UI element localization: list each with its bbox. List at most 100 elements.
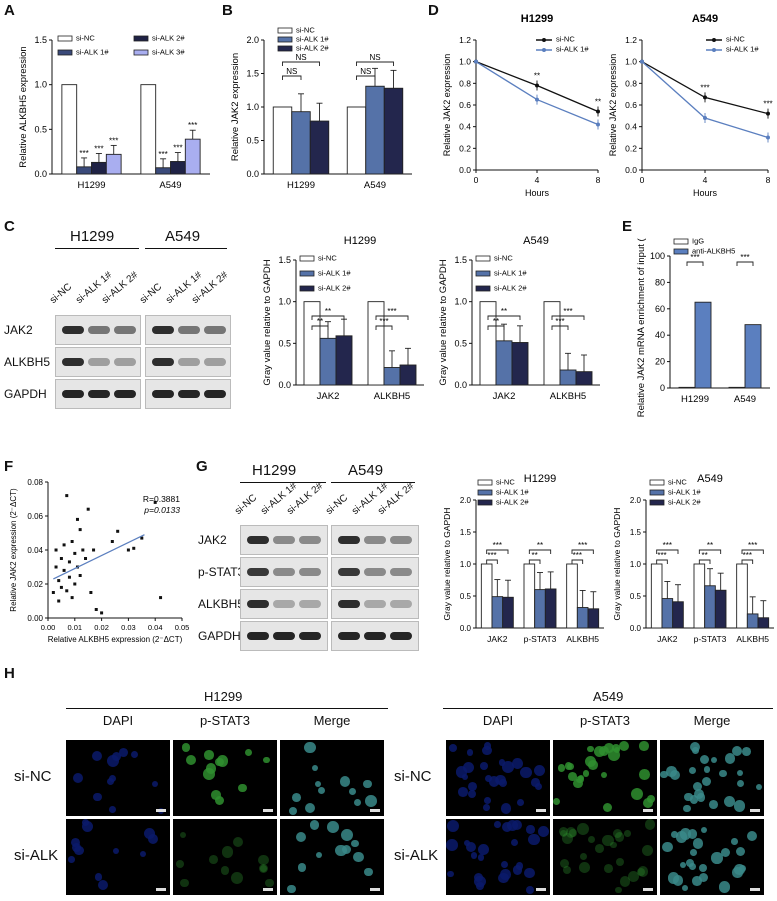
cell-nucleus: [512, 758, 523, 769]
x-tick-label: 0.02: [94, 623, 109, 632]
cell-nucleus: [702, 776, 712, 786]
if-channel-label: p-STAT3: [199, 713, 251, 728]
x-tick-label: A549: [159, 180, 181, 191]
cell-nucleus: [185, 754, 196, 765]
legend-label: si-ALK 2#: [296, 44, 329, 53]
significance-label: NS: [360, 67, 371, 76]
chart-f-correlation-scatter: 0.00 0.02 0.04 0.06 0.08 0.00 0.01 0.02 0.03 0.04…: [9, 478, 189, 644]
significance-label: ***: [700, 83, 709, 92]
significance-label: ***: [493, 541, 502, 550]
panel-letter-d: D: [428, 2, 439, 19]
y-tick-label: 1.0: [460, 560, 472, 569]
y-tick-label: 1.5: [278, 255, 291, 265]
significance-bracket: [375, 325, 393, 330]
bar: [704, 585, 716, 629]
significance-star: ***: [188, 121, 197, 130]
blot-band: [62, 326, 84, 334]
panel-h-rule-h1299: [66, 708, 388, 709]
cell-nucleus: [315, 780, 322, 787]
bar: [661, 598, 674, 629]
y-tick-label: 20: [655, 357, 665, 367]
bar: [495, 340, 513, 386]
scatter-point: [94, 608, 98, 611]
cell-nucleus: [700, 827, 708, 834]
bar: [543, 301, 561, 386]
significance-star: ***: [94, 144, 103, 153]
blot-band: [299, 568, 321, 576]
blot-band: [247, 632, 269, 640]
cell-nucleus: [447, 870, 455, 878]
cell-nucleus: [689, 741, 701, 753]
cell-nucleus: [202, 768, 215, 780]
bar: [672, 601, 684, 629]
blot-g-h1299-rule: [240, 482, 326, 483]
blot-band: [152, 358, 174, 366]
significance-label: NS: [369, 53, 380, 62]
bar: [534, 589, 546, 629]
scale-bar: [263, 809, 273, 812]
blot-band: [247, 600, 269, 608]
y-tick-label: 0.5: [34, 124, 47, 134]
cell-nucleus: [73, 772, 84, 783]
y-tick-label: 0.5: [454, 338, 467, 348]
bar: [576, 607, 589, 629]
cell-nucleus: [600, 772, 607, 779]
bar: [291, 111, 311, 175]
cell-nucleus: [587, 745, 594, 753]
legend-label: si-ALK 2#: [318, 284, 351, 293]
legend-swatch: [475, 270, 491, 277]
legend-label: si-NC: [494, 254, 513, 263]
cell-nucleus: [619, 740, 630, 751]
significance-label: ***: [387, 307, 396, 316]
cell-nucleus: [666, 766, 677, 777]
y-tick-label: 0.5: [460, 592, 472, 601]
blot-band: [114, 326, 136, 334]
cell-nucleus: [462, 762, 474, 774]
bar: [714, 589, 727, 629]
panel-h-rule-a549: [443, 708, 773, 709]
chart-a-alkbh5-expression: 0.0 0.5 1.0 1.5 Relative ALKBH5 expression **…: [18, 34, 210, 191]
y-tick-label: 1.0: [454, 297, 467, 307]
legend-swatch: [57, 49, 73, 56]
bar: [399, 364, 417, 386]
x-tick-label: p-STAT3: [694, 634, 727, 644]
blot-row-label: GAPDH: [198, 629, 241, 643]
significance-label: **: [537, 541, 543, 550]
y-axis-label: Gray value relative to GAPDH: [442, 508, 452, 621]
cell-nucleus: [502, 761, 514, 774]
significance-bracket: [282, 75, 302, 80]
bar: [757, 617, 770, 629]
cell-nucleus: [699, 755, 709, 765]
bar: [140, 84, 157, 175]
significance-star: ***: [109, 136, 118, 145]
cell-nucleus: [467, 782, 477, 792]
cell-nucleus: [74, 845, 84, 856]
y-tick-label: 0.5: [246, 136, 259, 146]
lane-label: si-NC: [47, 281, 75, 306]
lane-label: si-NC: [232, 492, 260, 517]
correlation-r: R=0.3881: [143, 494, 180, 504]
x-tick-label: 0: [474, 175, 479, 185]
significance-label: ***: [563, 307, 572, 316]
legend-swatch: [477, 479, 493, 486]
cell-nucleus: [720, 847, 731, 858]
y-tick-label: 0.6: [625, 100, 637, 110]
cell-nucleus: [567, 762, 575, 770]
cell-nucleus: [594, 844, 604, 854]
cell-nucleus: [631, 788, 644, 801]
cell-nucleus: [461, 773, 469, 781]
bar: [678, 386, 696, 389]
blot-row-label: JAK2: [198, 533, 227, 547]
x-tick-label: ALKBH5: [736, 634, 769, 644]
significance-bracket: [551, 325, 569, 330]
scatter-point: [51, 591, 55, 594]
legend-swatch: [475, 255, 491, 262]
y-tick-label: 40: [655, 330, 665, 340]
cell-nucleus: [316, 851, 323, 858]
blot-row-label: JAK2: [4, 323, 33, 337]
y-tick-label: 60: [655, 304, 665, 314]
cell-nucleus: [624, 830, 631, 837]
legend-label: si-ALK 2#: [496, 498, 529, 507]
blot-band: [88, 326, 110, 334]
cell-nucleus: [628, 871, 640, 883]
